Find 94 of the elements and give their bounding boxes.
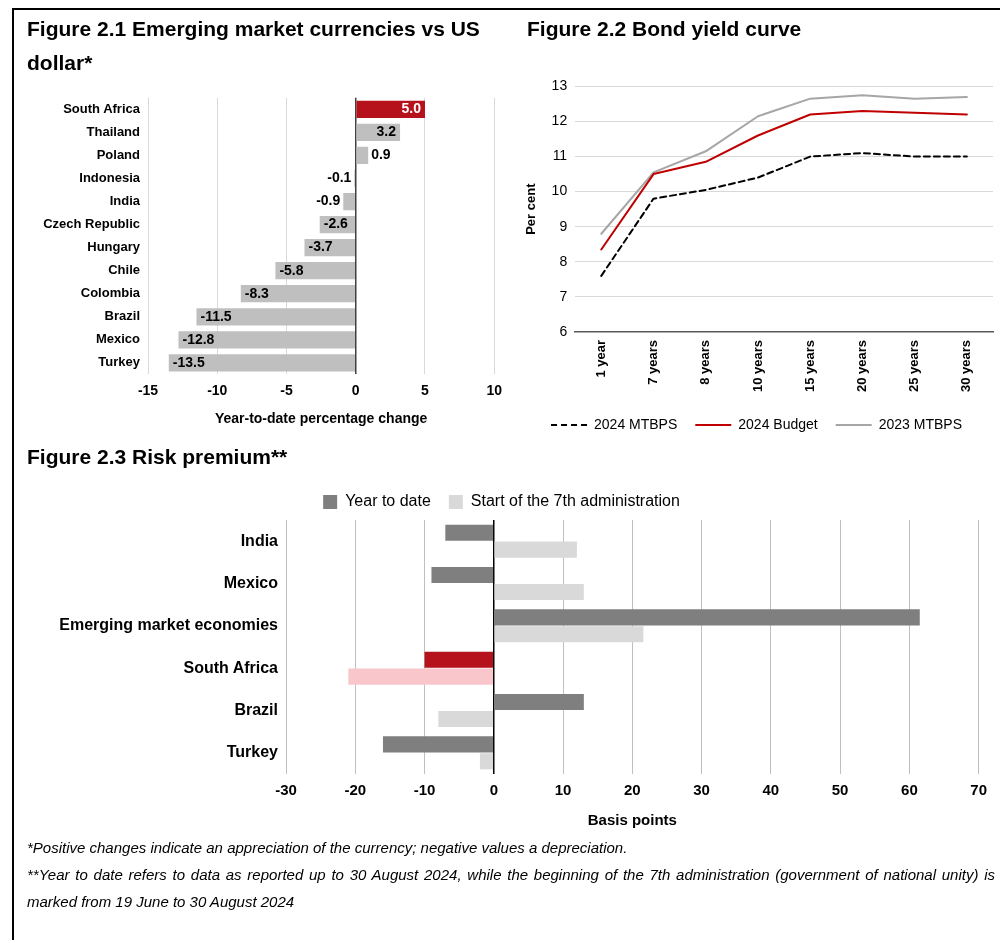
y-tick-label: India <box>109 193 141 209</box>
x-tick-label: -5 <box>280 381 293 398</box>
bar <box>382 736 494 753</box>
x-tick-label: 0 <box>489 781 498 799</box>
data-label: -2.6 <box>323 215 349 232</box>
y-tick-label: 10 <box>551 182 568 199</box>
x-tick-label: 20 <box>623 781 641 799</box>
y-tick-label: Brazil <box>234 700 278 718</box>
data-label: -12.8 <box>182 330 215 347</box>
y-tick-label: Colombia <box>80 285 141 301</box>
bar <box>168 354 355 372</box>
text: **Year to date refers to data as reported up to 30 August 2024, while the beginning of the 7th administration (government of national unity) is marked from 19 June to 30 August 2024 <box>26 865 995 912</box>
bar <box>494 583 584 601</box>
x-tick-label: -30 <box>275 781 297 799</box>
x-tick-label: 8 years <box>697 339 713 385</box>
x-tick-label: 20 years <box>854 339 870 393</box>
y-tick-label: Indonesia <box>79 170 141 186</box>
data-label: -13.5 <box>172 353 205 370</box>
bar <box>438 710 494 728</box>
x-tick-label: -20 <box>344 781 367 799</box>
y-tick-label: India <box>240 531 279 549</box>
x-axis-title: Basis points <box>587 811 677 829</box>
data-label: 0.9 <box>371 146 391 163</box>
y-tick-label: 11 <box>552 147 568 164</box>
y-tick-label: 6 <box>559 322 568 339</box>
x-tick-label: 10 years <box>749 339 765 393</box>
legend-label: 2024 Budget <box>738 415 818 432</box>
y-axis-title: Per cent <box>523 182 539 235</box>
x-tick-label: 50 <box>831 781 849 799</box>
x-tick-label: 30 <box>693 781 710 799</box>
y-tick-label: Thailand <box>86 123 141 139</box>
chart-title: Figure 2.1 Emerging market currencies vs US dollar* <box>26 16 481 76</box>
legend-label: 2024 MTBPS <box>594 415 678 432</box>
x-tick-label: 60 <box>901 781 918 799</box>
bar <box>196 308 355 326</box>
bar <box>348 668 494 685</box>
bar <box>494 626 644 643</box>
data-label: -5.8 <box>279 261 304 278</box>
bar <box>240 285 355 303</box>
x-axis-title: Year-to-date percentage change <box>214 410 428 427</box>
bar <box>431 566 494 584</box>
y-tick-label: Czech Republic <box>43 216 140 232</box>
legend-label: Year to date <box>345 492 431 510</box>
x-tick-label: 0 <box>351 381 360 398</box>
data-label: -0.9 <box>316 192 341 209</box>
bar <box>178 331 355 349</box>
y-tick-label: 7 <box>559 287 568 304</box>
y-tick-label: Mexico <box>95 331 141 347</box>
x-tick-label: 5 <box>421 381 430 398</box>
x-tick-label: 15 years <box>801 339 817 393</box>
legend-label: 2023 MTBPS <box>878 415 962 432</box>
x-tick-label: 25 years <box>906 339 922 393</box>
y-tick-label: 8 <box>559 252 568 269</box>
y-tick-label: Chile <box>108 262 140 278</box>
bar <box>343 192 355 211</box>
y-tick-label: Emerging market economies <box>59 616 279 634</box>
y-tick-label: 13 <box>551 77 568 94</box>
bar <box>445 524 494 541</box>
data-label: -11.5 <box>200 307 232 324</box>
x-tick-label: 30 years <box>958 339 974 393</box>
bar <box>424 651 494 668</box>
data-label: -3.7 <box>308 238 333 255</box>
x-tick-label: -10 <box>207 381 228 398</box>
chart-title: Figure 2.3 Risk premium** <box>26 444 289 470</box>
x-tick-label: 70 <box>970 781 987 799</box>
x-tick-label: 1 year <box>592 339 608 378</box>
bar <box>479 753 494 770</box>
y-tick-label: 9 <box>559 217 568 234</box>
y-tick-label: Turkey <box>98 354 141 370</box>
data-label: 5.0 <box>401 100 422 117</box>
y-tick-label: Brazil <box>104 308 140 324</box>
y-tick-label: South Africa <box>63 100 141 116</box>
bar <box>494 693 584 711</box>
y-tick-label: Poland <box>96 147 141 162</box>
text: *Positive changes indicate an appreciation of the currency; negative values a depreciation. <box>26 838 629 858</box>
bar <box>494 541 577 558</box>
x-tick-label: 7 years <box>645 339 661 385</box>
y-tick-label: Turkey <box>226 743 279 761</box>
data-label: -0.1 <box>327 169 352 186</box>
y-tick-label: South Africa <box>183 658 279 676</box>
data-label: -8.3 <box>244 284 270 301</box>
x-tick-label: -15 <box>137 381 159 398</box>
x-tick-label: 40 <box>762 781 780 799</box>
y-tick-label: Hungary <box>87 239 141 255</box>
x-tick-label: -10 <box>413 781 436 799</box>
x-tick-label: 10 <box>486 381 503 398</box>
bar <box>494 609 920 626</box>
y-tick-label: 12 <box>551 112 568 129</box>
data-label: 3.2 <box>376 123 397 140</box>
y-tick-label: Mexico <box>223 573 279 591</box>
line-series <box>600 152 968 277</box>
bar <box>356 146 369 165</box>
legend-label: Start of the 7th administration <box>470 492 680 510</box>
chart-title: Figure 2.2 Bond yield curve <box>526 16 803 42</box>
